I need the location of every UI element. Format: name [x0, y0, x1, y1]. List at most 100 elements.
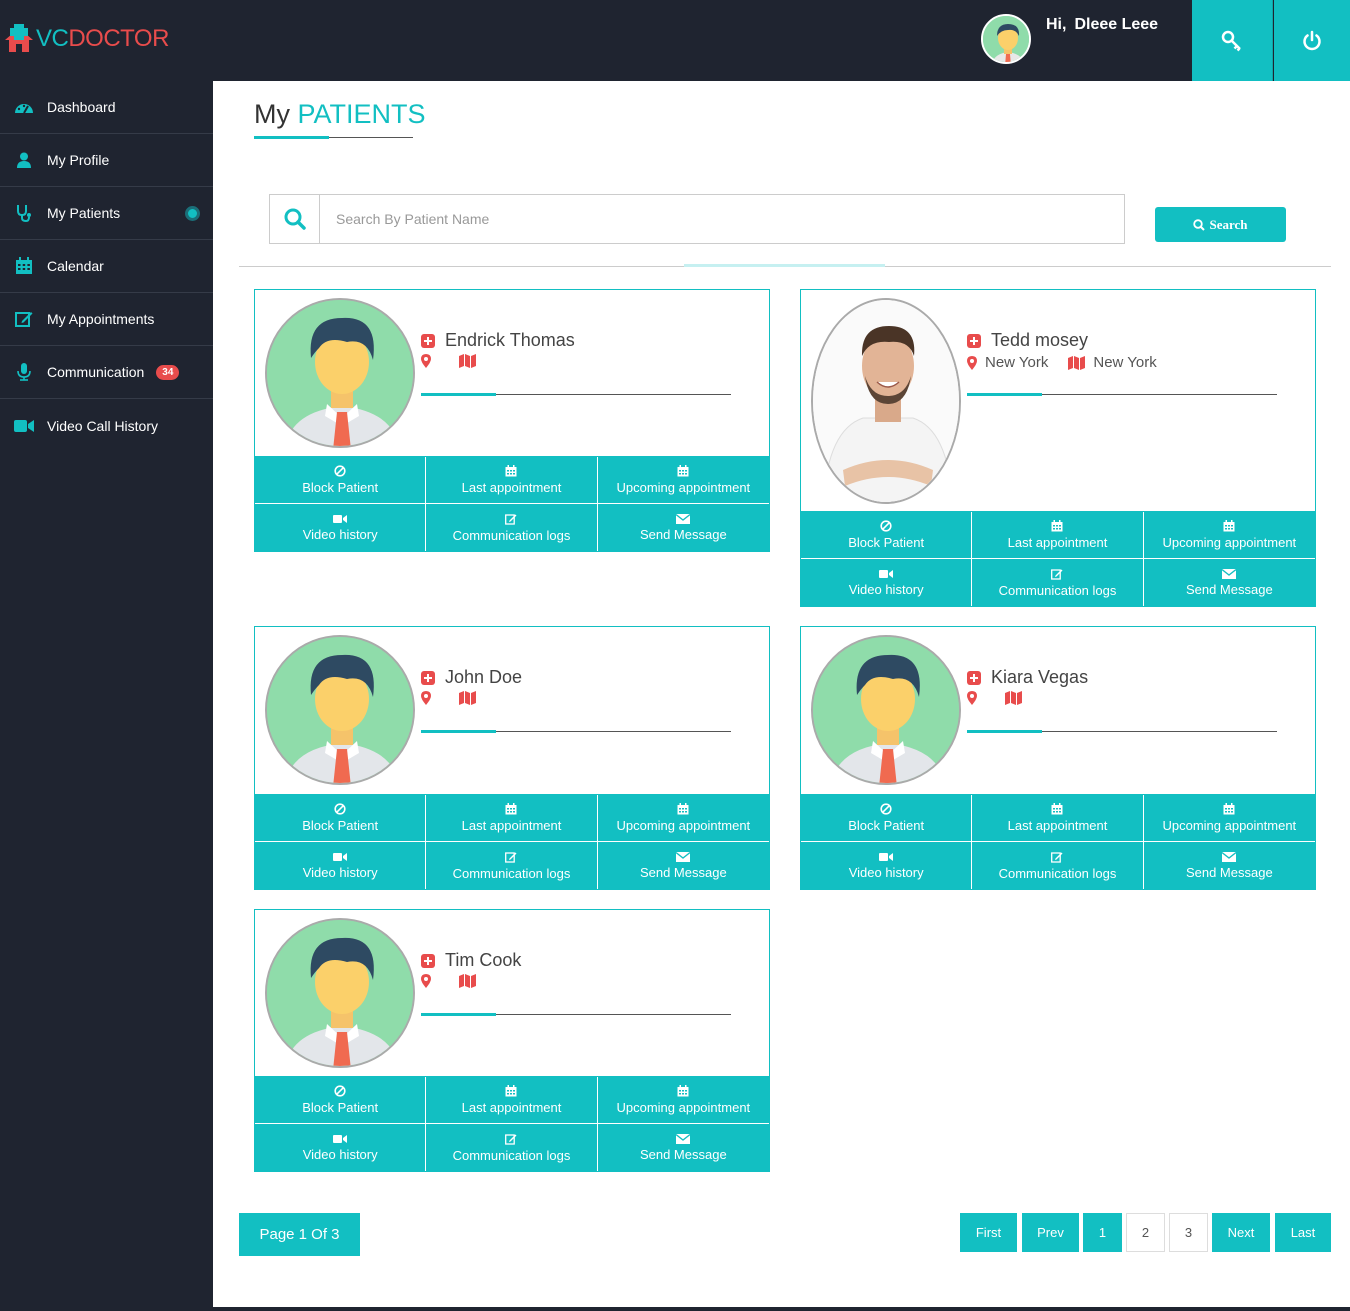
sidebar-item-communication[interactable]: Communication 34: [0, 346, 213, 399]
envelope-icon: [1222, 568, 1237, 579]
patient-name-text: Endrick Thomas: [445, 330, 575, 350]
power-icon: [1303, 30, 1321, 50]
pager-page-1[interactable]: 1: [1083, 1213, 1122, 1252]
patient-search-input[interactable]: [320, 195, 1124, 243]
block-icon: [880, 520, 892, 532]
sidebar-label-my-profile: My Profile: [47, 152, 110, 168]
medical-plus-icon: [421, 953, 435, 968]
block-patient-button[interactable]: Block Patient: [255, 457, 427, 504]
communication-logs-button[interactable]: Communication logs: [972, 842, 1144, 889]
send-message-button[interactable]: Send Message: [1144, 842, 1315, 889]
action-label: Send Message: [639, 526, 727, 542]
name-underline: [967, 394, 1277, 395]
patient-actions: Block Patient Last appointment Upcoming ap…: [255, 456, 769, 551]
patient-name[interactable]: Tedd mosey: [967, 330, 1088, 351]
sidebar-item-calendar[interactable]: Calendar: [0, 240, 213, 293]
communication-logs-button[interactable]: Communication logs: [426, 504, 598, 551]
sidebar-item-video-call-history[interactable]: Video Call History: [0, 399, 213, 452]
block-patient-button[interactable]: Block Patient: [801, 512, 973, 559]
sidebar: Dashboard My Profile My Patients Calenda…: [0, 81, 213, 1311]
action-label: Upcoming appointment: [616, 480, 751, 495]
pager-page-2[interactable]: 2: [1126, 1213, 1165, 1252]
video-history-button[interactable]: Video history: [255, 1124, 427, 1171]
action-label: Video history: [848, 864, 924, 880]
calendar-icon: [677, 465, 689, 477]
send-message-button[interactable]: Send Message: [598, 842, 769, 889]
patient-avatar: [265, 298, 415, 448]
logout-button[interactable]: [1274, 0, 1350, 81]
patient-name[interactable]: John Doe: [421, 667, 522, 688]
pager-page-3[interactable]: 3: [1169, 1213, 1208, 1252]
patient-name-text: Tim Cook: [445, 950, 522, 970]
last-appointment-button[interactable]: Last appointment: [972, 512, 1144, 559]
pager-next-button[interactable]: Next: [1212, 1213, 1270, 1252]
patient-name[interactable]: Kiara Vegas: [967, 667, 1088, 688]
upcoming-appointment-button[interactable]: Upcoming appointment: [597, 457, 769, 504]
block-icon: [334, 465, 346, 477]
page-info: Page 1 Of 3: [239, 1213, 360, 1256]
sidebar-item-my-profile[interactable]: My Profile: [0, 134, 213, 187]
pager-last-button[interactable]: Last: [1275, 1213, 1331, 1252]
main-content: My PATIENTS Search Endrick Thomas Block P…: [213, 81, 1350, 1307]
action-label: Communication logs: [452, 527, 571, 543]
communication-logs-button[interactable]: Communication logs: [426, 1124, 598, 1171]
action-label: Video history: [302, 526, 378, 542]
upcoming-appointment-button[interactable]: Upcoming appointment: [1143, 512, 1315, 559]
video-icon: [879, 569, 894, 578]
block-patient-button[interactable]: Block Patient: [801, 795, 973, 842]
upcoming-appointment-button[interactable]: Upcoming appointment: [1143, 795, 1315, 842]
send-message-button[interactable]: Send Message: [1144, 559, 1315, 606]
edit-icon: [505, 1133, 517, 1145]
block-patient-button[interactable]: Block Patient: [255, 795, 427, 842]
video-history-button[interactable]: Video history: [255, 504, 427, 551]
calendar-icon: [677, 1085, 689, 1097]
last-appointment-button[interactable]: Last appointment: [972, 795, 1144, 842]
patient-actions: Block Patient Last appointment Upcoming ap…: [255, 1076, 769, 1171]
patient-name[interactable]: Tim Cook: [421, 950, 521, 971]
block-icon: [334, 1085, 346, 1097]
envelope-icon: [1222, 851, 1237, 862]
envelope-icon: [676, 851, 691, 862]
upcoming-appointment-button[interactable]: Upcoming appointment: [597, 1077, 769, 1124]
sidebar-item-my-patients[interactable]: My Patients: [0, 187, 213, 240]
sidebar-item-dashboard[interactable]: Dashboard: [0, 81, 213, 134]
sidebar-label-video-call-history: Video Call History: [47, 417, 159, 434]
communication-logs-button[interactable]: Communication logs: [972, 559, 1144, 606]
map-icon: [459, 691, 476, 705]
pager-first-button[interactable]: First: [960, 1213, 1017, 1252]
patient-name-text: Kiara Vegas: [991, 667, 1089, 687]
video-history-button[interactable]: Video history: [801, 559, 973, 606]
calendar-icon: [1223, 520, 1235, 532]
last-appointment-button[interactable]: Last appointment: [426, 1077, 598, 1124]
last-appointment-button[interactable]: Last appointment: [426, 457, 598, 504]
action-label: Send Message: [1185, 581, 1273, 597]
patient-card: Kiara Vegas Block Patient Last appointment…: [800, 626, 1316, 890]
sidebar-item-my-appointments[interactable]: My Appointments: [0, 293, 213, 346]
video-history-button[interactable]: Video history: [255, 842, 427, 889]
user-avatar[interactable]: [981, 14, 1031, 64]
search-button[interactable]: Search: [1155, 207, 1286, 242]
page-title-prefix: My: [254, 99, 290, 129]
last-appointment-button[interactable]: Last appointment: [426, 795, 598, 842]
calendar-icon: [505, 803, 517, 815]
calendar-icon: [1051, 520, 1063, 532]
sidebar-label-my-patients: My Patients: [47, 205, 121, 221]
action-label: Upcoming appointment: [616, 1100, 751, 1115]
change-password-button[interactable]: [1192, 0, 1273, 81]
action-label: Communication logs: [452, 1147, 571, 1163]
patient-name[interactable]: Endrick Thomas: [421, 330, 575, 351]
edit-icon: [1051, 568, 1063, 580]
communication-logs-button[interactable]: Communication logs: [426, 842, 598, 889]
action-label: Video history: [302, 864, 378, 880]
send-message-button[interactable]: Send Message: [598, 504, 769, 551]
block-patient-button[interactable]: Block Patient: [255, 1077, 427, 1124]
send-message-button[interactable]: Send Message: [598, 1124, 769, 1171]
name-underline: [967, 731, 1277, 732]
logo[interactable]: VCDOCTOR: [2, 22, 169, 56]
upcoming-appointment-button[interactable]: Upcoming appointment: [597, 795, 769, 842]
pager-prev-button[interactable]: Prev: [1022, 1213, 1079, 1252]
video-history-button[interactable]: Video history: [801, 842, 973, 889]
video-icon: [333, 1134, 348, 1143]
patient-photo: [811, 298, 961, 504]
patient-card: Tedd mosey New York New York Block Patient L…: [800, 289, 1316, 607]
